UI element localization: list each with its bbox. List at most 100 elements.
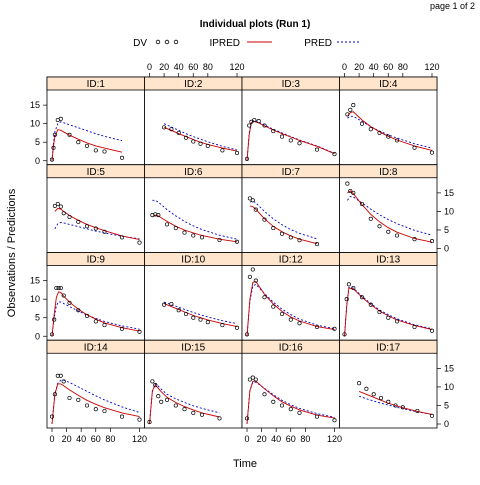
dv-point [191,233,196,238]
pred-line [54,222,140,240]
dv-point [93,148,98,153]
x-tick-label: 40 [369,62,379,72]
dv-point [429,150,435,155]
pred-line [347,196,433,236]
panel-frame [144,252,243,341]
panel: ID:12 [241,252,340,341]
dv-point [359,295,365,300]
dv-point [84,403,90,408]
pred-line [246,283,335,337]
dv-point [359,121,365,126]
panel-strip-label: ID:15 [181,342,205,353]
panel: ID:15 [144,339,243,429]
dv-point [56,285,61,291]
panel-grid: ID:1 ID:2 ID:3 ID:4 ID:5 ID:6 ID:7 ID:8 ID:9 ID:1… [46,76,438,429]
dv-point [378,395,384,401]
dv-point [394,233,400,238]
panel-frame [241,252,340,341]
dv-point [247,274,252,279]
dv-point [58,116,63,121]
dv-point [159,399,164,404]
legend-label-ipred: IPRED [209,38,240,49]
dv-point [288,407,293,412]
dv-point [314,324,320,330]
y-tick-label: 15 [444,188,454,198]
dv-point [288,317,293,322]
x-tick-label: 0 [342,62,347,72]
dv-point [191,315,196,320]
dv-point [244,156,250,161]
dv-point [51,145,56,150]
dv-point [256,119,261,124]
dv-point [169,127,174,132]
panel-strip-label: ID:6 [184,167,203,178]
dv-point [54,285,59,291]
panel-frame [46,164,145,253]
dv-point [198,141,203,146]
y-tick-label: 15 [30,100,40,110]
dv-point [348,107,353,112]
dv-point [55,201,60,207]
legend-dv-circle [164,39,170,45]
dv-point [156,213,161,218]
x-tick-label: 80 [105,434,115,444]
dv-point [348,188,353,194]
dv-point [84,313,90,318]
dv-point [52,317,57,322]
dv-point [271,129,276,134]
y-tick-label: 10 [30,294,40,304]
panel-strip [339,339,438,354]
x-tick-label: 20 [62,434,72,444]
pred-line [51,121,123,161]
dv-point [244,332,250,337]
ipred-line [163,303,238,328]
dv-point [119,414,125,419]
panel: ID:5 [46,164,145,253]
dv-point [61,379,66,384]
dv-point [164,222,170,227]
dv-point [412,324,417,330]
legend: DV IPRED PRED [133,38,360,49]
dv-point [249,119,254,124]
dv-point [332,418,337,423]
dv-point [344,297,349,302]
dv-point [58,285,63,291]
page-indicator: page 1 of 2 [430,1,475,11]
x-tick-label: 20 [257,434,267,444]
panel: ID:2 [144,76,243,166]
ipred-line [246,280,335,337]
dv-point [262,123,267,128]
dv-point [297,238,302,243]
panel: ID:16 [241,339,340,429]
dv-point [176,130,181,135]
dv-point [191,410,196,415]
dv-point [162,125,167,130]
ipred-line [51,291,140,337]
panel-strip-label: ID:1 [87,79,106,90]
x-tick-label: 40 [76,434,86,444]
panel-strip-label: ID:8 [379,167,398,178]
pred-line [347,115,433,149]
dv-point [247,196,252,201]
dv-point [67,214,72,220]
dv-point [102,229,107,234]
panel: ID:8 [339,164,438,253]
dv-point [147,420,152,425]
panel-frame [144,339,243,429]
dv-point [182,407,187,412]
y-tick-label: 5 [444,400,449,410]
legend-label-dv: DV [133,38,147,49]
panel-strip-label: ID:3 [282,79,301,90]
panel-strip [339,164,438,179]
dv-point [342,332,347,337]
dv-point [386,229,391,234]
x-tick-label: 40 [271,434,281,444]
panel-strip-label: ID:5 [87,167,106,178]
dv-point [253,377,258,382]
dv-point [93,226,98,231]
dv-point [279,311,285,317]
dv-point [52,132,57,137]
x-tick-label: 120 [132,434,147,444]
x-tick-label: 120 [327,434,342,444]
